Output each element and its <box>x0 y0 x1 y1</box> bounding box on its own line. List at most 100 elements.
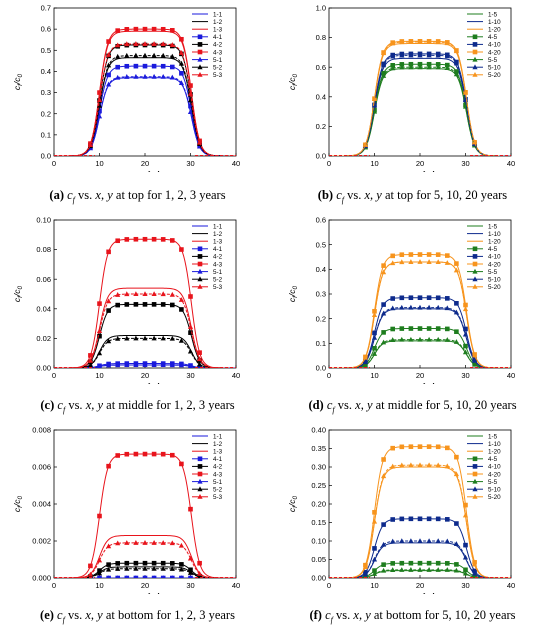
series-point <box>160 540 166 545</box>
series-point <box>435 259 441 265</box>
series-point <box>169 53 175 59</box>
y-tick-label: 0.30 <box>311 463 326 472</box>
caption-xy: x, y <box>355 398 373 412</box>
series-point <box>426 516 432 522</box>
legend-label: 4-3 <box>213 471 223 478</box>
series-point <box>160 560 166 566</box>
y-tick-label: 0.0 <box>41 152 51 161</box>
series-5-20 <box>329 462 511 578</box>
series-point <box>142 291 148 297</box>
series-point <box>390 253 395 259</box>
series-point <box>381 457 386 462</box>
legend-label: 1-20 <box>488 239 501 246</box>
series-point <box>462 349 469 355</box>
series-point <box>124 52 130 58</box>
legend-label: 1-20 <box>488 27 501 34</box>
y-tick-label: 0.8 <box>316 33 326 42</box>
series-point <box>426 304 432 310</box>
series-point <box>115 561 120 566</box>
legend-marker <box>472 478 478 484</box>
series-point <box>115 540 121 546</box>
series-point <box>106 463 111 469</box>
series-point <box>362 142 368 147</box>
series-1-2 <box>54 57 236 156</box>
caption-tail: at bottom for 5, 10, 20 years <box>370 608 516 622</box>
series-point <box>142 560 148 566</box>
y-axis-label: cf/c0 <box>12 495 24 512</box>
series-point <box>106 543 112 549</box>
series-point <box>444 337 450 342</box>
series-point <box>399 64 405 70</box>
y-tick-label: 0.000 <box>32 574 51 583</box>
series-point <box>408 52 414 58</box>
series-5-20 <box>329 39 511 156</box>
series-point <box>133 41 139 46</box>
series-line <box>329 54 511 156</box>
series-point <box>188 506 193 512</box>
series-point <box>188 567 193 573</box>
series-point <box>445 326 450 332</box>
series-point <box>435 39 441 45</box>
series-point <box>371 351 378 356</box>
series-point <box>426 560 432 566</box>
series-line <box>329 57 511 156</box>
caption-math: c <box>54 398 63 412</box>
series-point <box>399 39 405 45</box>
series-point <box>107 575 111 578</box>
legend-label: 4-2 <box>213 464 223 471</box>
x-tick-label: 30 <box>186 159 194 168</box>
series-point <box>142 41 148 46</box>
series-line <box>329 41 511 156</box>
series-line <box>329 43 511 156</box>
series-point <box>399 326 405 331</box>
series-point <box>133 63 139 69</box>
series-point <box>96 328 103 333</box>
series-point <box>106 52 112 57</box>
series-point <box>381 522 386 527</box>
x-tick-label: 30 <box>461 159 469 168</box>
series-point <box>124 540 130 545</box>
series-point <box>160 451 166 457</box>
series-line <box>329 540 511 578</box>
x-tick-label: 20 <box>416 581 424 590</box>
series-point <box>169 291 175 297</box>
y-axis-label: cf/c0 <box>287 285 299 302</box>
series-point <box>106 362 112 368</box>
y-tick-label: 0.10 <box>311 537 326 546</box>
legend-label: 1-20 <box>488 449 501 456</box>
series-point <box>371 334 378 340</box>
series-point <box>97 108 102 114</box>
legend-label: 4-2 <box>213 42 223 49</box>
series-point <box>142 302 148 307</box>
caption-sub: f <box>72 195 75 205</box>
series-point <box>417 64 423 70</box>
series-point <box>106 562 111 567</box>
legend-marker <box>472 254 478 259</box>
series-point <box>453 567 459 573</box>
x-axis-label: x, y (m) <box>129 381 160 384</box>
series-point <box>426 462 432 468</box>
series-point <box>115 566 121 571</box>
series-point <box>178 337 184 343</box>
series-point <box>381 473 387 479</box>
series-point <box>134 575 138 578</box>
series-point <box>435 462 441 468</box>
legend-marker <box>197 456 203 462</box>
series-line <box>329 254 511 368</box>
series-point <box>161 575 165 578</box>
series-point <box>106 308 111 313</box>
series-point <box>399 52 405 58</box>
series-point <box>96 97 103 102</box>
caption-tail: at top for 1, 2, 3 years <box>112 188 226 202</box>
series-group <box>54 451 236 578</box>
series-line <box>329 261 511 368</box>
series-5-3 <box>54 540 236 578</box>
series-point <box>170 452 175 458</box>
caption-xy: x, y <box>353 608 371 622</box>
series-point <box>408 560 414 566</box>
legend-marker <box>197 486 203 492</box>
legend-label: 1-1 <box>213 11 223 18</box>
legend-marker <box>472 246 478 252</box>
series-point <box>426 326 432 331</box>
series-4-3 <box>54 451 236 578</box>
